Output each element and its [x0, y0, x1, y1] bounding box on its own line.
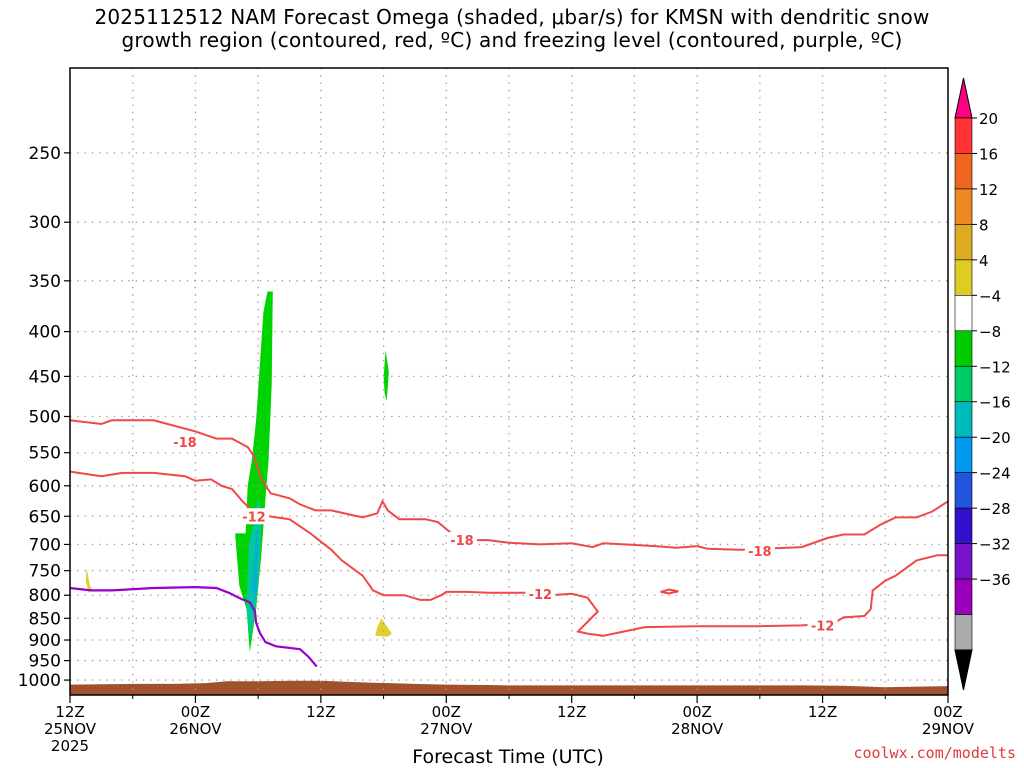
contour-label-bg-1	[238, 508, 269, 525]
x-tick-label-1-2: 26NOV	[169, 720, 222, 738]
colorbar-label-9: −20	[979, 429, 1011, 447]
colorbar-top-arrow	[954, 77, 973, 119]
colorbar-label-1: 16	[979, 145, 998, 163]
x-tick-label-0-2: 25NOV	[44, 720, 97, 738]
chart-title: 2025112512 NAM Forecast Omega (shaded, μ…	[0, 6, 1024, 52]
grid-layer	[70, 68, 948, 695]
colorbar-box-0	[954, 117, 973, 154]
colorbar-box-4	[954, 259, 973, 296]
x-tick-label-0-1: 12Z	[55, 703, 84, 721]
y-tick-label-300: 300	[29, 213, 61, 233]
colorbar-box-13	[954, 578, 973, 615]
x-tick-label-3-1: 00Z	[432, 703, 461, 721]
colorbar-box-1	[954, 153, 973, 190]
colorbar-label-4: 4	[979, 252, 989, 270]
y-tick-label-700: 700	[29, 535, 61, 555]
colorbar-box-12	[954, 543, 973, 580]
chart-title-line-2: growth region (contoured, red, ºC) and f…	[121, 28, 903, 52]
x-tick-label-5-1: 00Z	[682, 703, 711, 721]
colorbar-bottom-arrow	[954, 649, 973, 691]
ground-surface	[70, 680, 948, 695]
y-tick-label-850: 850	[29, 609, 61, 629]
y-tick-label-450: 450	[29, 367, 61, 387]
contour-label-bg-0	[169, 434, 200, 451]
contour-label-extra-2: -12	[529, 588, 553, 603]
colorbar-box-6	[954, 330, 973, 367]
colorbar-label-6: −8	[979, 323, 1001, 341]
colorbar-label-7: −12	[979, 358, 1011, 376]
colorbar-box-11	[954, 507, 973, 544]
y-tick-label-750: 750	[29, 562, 61, 582]
ground-layer	[70, 680, 948, 695]
y-tick-label-500: 500	[29, 407, 61, 427]
x-tick-label-7-1: 00Z	[933, 703, 962, 721]
contour-label-bg-extra-2	[525, 585, 556, 602]
colorbar-layer: 20 16 12 8 4 −4 −8 −12 −16 −20 −24 −28 −32 −36	[954, 77, 1011, 691]
chart-title-line-1: 2025112512 NAM Forecast Omega (shaded, μ…	[94, 5, 930, 29]
x-tick-label-6-1: 12Z	[808, 703, 837, 721]
contour-label-0: -18	[173, 436, 197, 451]
contour-label-extra-1: -18	[748, 545, 772, 560]
colorbar-box-2	[954, 188, 973, 225]
omega-region-3	[383, 350, 389, 401]
colorbar-box-3	[954, 224, 973, 261]
y-tick-label-650: 650	[29, 507, 61, 527]
colorbar-label-11: −28	[979, 500, 1011, 518]
contour-label-bg-extra-1	[744, 542, 775, 559]
omega-region-0	[235, 291, 273, 653]
y-tick-label-250: 250	[29, 144, 61, 164]
x-tick-label-0-3: 2025	[51, 737, 89, 755]
contour-label-1: -12	[242, 510, 266, 525]
omega-region-5	[375, 618, 392, 637]
colorbar-label-8: −16	[979, 394, 1011, 412]
x-axis-label: Forecast Time (UTC)	[412, 746, 603, 768]
x-tick-label-2-1: 12Z	[306, 703, 335, 721]
y-tick-label-950: 950	[29, 652, 61, 672]
x-tick-label-7-2: 29NOV	[922, 720, 975, 738]
source-credit: coolwx.com/modelts	[853, 744, 1016, 762]
contour-label-bg-extra-3	[807, 617, 838, 634]
dendritic-contour-2	[660, 588, 679, 595]
x-tick-label-5-2: 28NOV	[671, 720, 724, 738]
axes-layer: 2503003504004505005506006507007508008509…	[18, 67, 975, 755]
y-tick-label-350: 350	[29, 272, 61, 292]
colorbar-box-8	[954, 401, 973, 438]
colorbar-box-5	[954, 295, 973, 332]
colorbar-box-14	[954, 614, 973, 651]
colorbar-box-10	[954, 472, 973, 509]
y-tick-label-600: 600	[29, 477, 61, 497]
colorbar-label-13: −36	[979, 571, 1011, 589]
colorbar-label-5: −4	[979, 287, 1001, 305]
contour-label-bg-extra-0	[446, 532, 477, 549]
freezing-level-line	[69, 585, 318, 668]
y-tick-label-400: 400	[29, 323, 61, 343]
x-tick-label-4-1: 12Z	[557, 703, 586, 721]
colorbar-label-0: 20	[979, 110, 998, 128]
omega-region-4	[85, 568, 93, 593]
contour-label-extra-3: -12	[811, 619, 835, 634]
colorbar-box-7	[954, 365, 973, 403]
dendritic-contour-1	[69, 470, 948, 637]
omega-region-2	[251, 522, 260, 605]
y-tick-label-900: 900	[29, 631, 61, 651]
colorbar-box-9	[954, 436, 973, 473]
contour-layer: -18 -12 -18 -18 -12 -12	[69, 419, 949, 668]
colorbar-label-3: 8	[979, 216, 989, 234]
contour-label-extra-0: -18	[450, 534, 474, 549]
y-tick-label-800: 800	[29, 586, 61, 606]
y-tick-label-1000: 1000	[18, 671, 61, 691]
colorbar-label-10: −24	[979, 465, 1011, 483]
colorbar-label-2: 12	[979, 181, 998, 199]
x-tick-label-1-1: 00Z	[181, 703, 210, 721]
colorbar-label-12: −32	[979, 536, 1011, 554]
y-tick-label-550: 550	[29, 444, 61, 464]
x-tick-label-3-2: 27NOV	[420, 720, 473, 738]
